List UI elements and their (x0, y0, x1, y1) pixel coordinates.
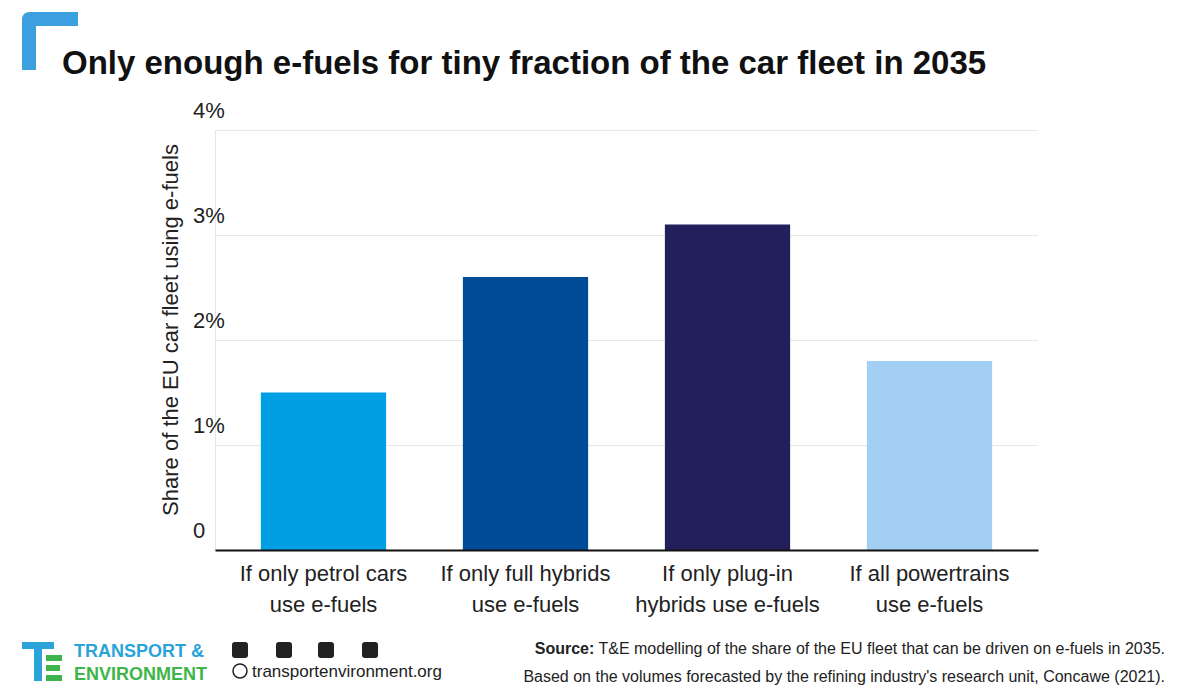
source-line: Based on the volumes forecasted by the r… (523, 668, 1165, 685)
chart: Only enough e-fuels for tiny fraction of… (0, 0, 1200, 700)
x-tick: If all powertrains use e-fuels (849, 550, 1009, 617)
x-axis: If only petrol carsuse e-fuelsIf only fu… (216, 550, 1039, 617)
x-tick-label: If only full hybrids use e-fuels (441, 561, 611, 617)
logo-shape (46, 655, 62, 661)
x-tick-label-line: If only petrol cars (240, 561, 408, 586)
source-line: Source: T&E modelling of the share of th… (535, 640, 1165, 657)
y-tick-label: 4% (193, 98, 225, 123)
brand-text: TRANSPORT & (74, 641, 204, 661)
social-icon[interactable] (232, 642, 248, 658)
logo-shape (34, 649, 42, 681)
logo-shape (22, 642, 54, 649)
grid-line (215, 340, 1038, 341)
x-tick-label: If only petrol cars use e-fuels (240, 561, 408, 617)
title: Only enough e-fuels for tiny fraction of… (62, 44, 986, 81)
x-tick-label-line: hybrids use e-fuels (635, 592, 820, 617)
x-tick-label-line: If only plug-in (662, 561, 793, 586)
x-tick-label-line: use e-fuels (472, 592, 580, 617)
brand-text: ENVIRONMENT (74, 664, 207, 684)
grid-line (215, 130, 1038, 131)
x-axis-line (216, 550, 1039, 552)
y-tick-label: 3% (193, 203, 225, 228)
x-tick-label-line: If all powertrains (849, 561, 1009, 586)
x-tick: If only plug-in hybrids use e-fuels (635, 550, 820, 617)
x-tick-label-line: use e-fuels (876, 592, 984, 617)
x-tick-label-line: If only full hybrids (441, 561, 611, 586)
source-label: Source: (535, 640, 595, 657)
logo-shape (46, 665, 60, 671)
social-icon[interactable] (362, 642, 378, 658)
y-tick: 3% (193, 203, 1038, 235)
logo: TRANSPORT & ENVIRONMENT (22, 641, 207, 684)
x-tick-label: If only plug-in hybrids use e-fuels (635, 561, 820, 617)
y-axis-line (216, 131, 1039, 551)
grid-line (215, 550, 1038, 551)
source-text: T&E modelling of the share of the EU fle… (594, 640, 1165, 657)
bar (261, 393, 386, 551)
website[interactable]: transportenvironment.org (252, 662, 442, 681)
social-icon[interactable] (318, 642, 334, 658)
y-tick: 2% (193, 308, 1038, 340)
bars (261, 225, 992, 551)
x-tick: If only full hybrids use e-fuels (441, 550, 611, 617)
bar (463, 277, 588, 550)
x-tick: If only petrol cars use e-fuels (240, 550, 408, 617)
grid-line (215, 235, 1038, 236)
x-tick-label: If all powertrains use e-fuels (849, 561, 1009, 617)
logo-shape (46, 675, 62, 681)
x-tick-label-line: use e-fuels (270, 592, 378, 617)
y-axis-title: Share of the EU car fleet using e-fuels (158, 144, 183, 516)
y-axis: 0 1% 2% 3% 4% (193, 98, 1038, 550)
bar (665, 225, 790, 551)
y-tick-label: 0 (193, 518, 205, 543)
bar (867, 361, 992, 550)
y-tick-label: 2% (193, 308, 225, 333)
y-tick: 4% (193, 98, 1038, 130)
globe-icon (233, 664, 247, 678)
y-tick-label: 1% (193, 413, 225, 438)
plot: 01%2%3%4%If only petrol carsuse e-fuelsI… (193, 98, 1039, 617)
social-icon[interactable] (276, 642, 292, 658)
